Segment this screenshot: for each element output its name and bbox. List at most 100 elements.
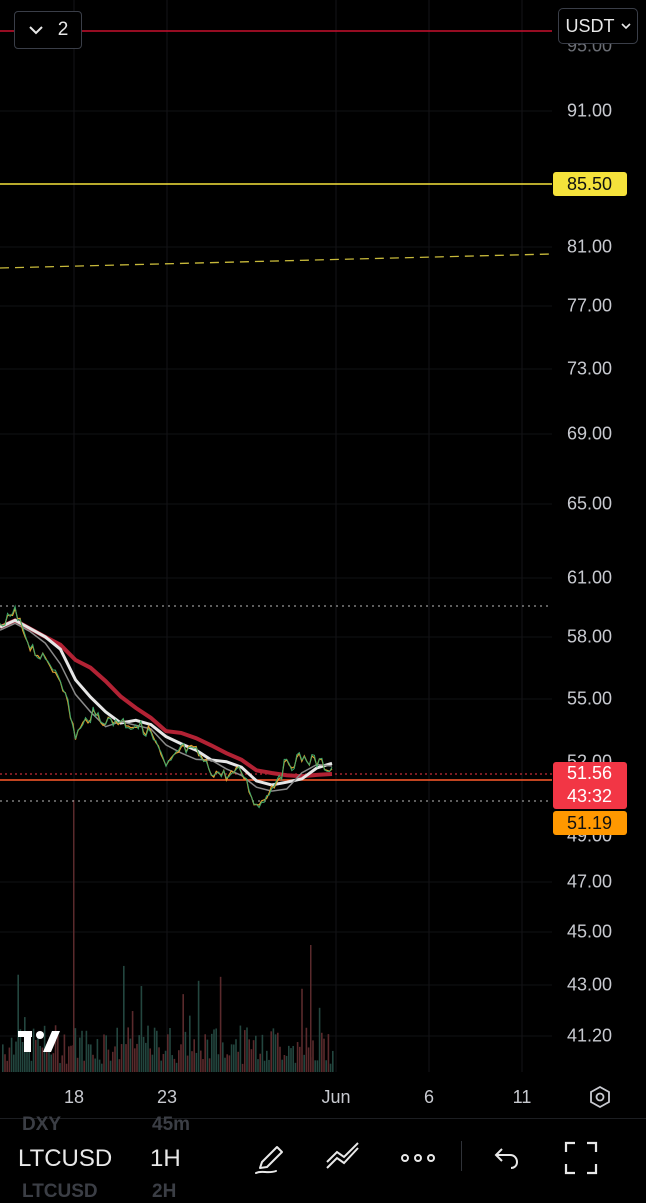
volume-bar [96,1039,99,1072]
volume-bar [193,1039,195,1072]
volume-bar [250,1049,253,1072]
fullscreen-icon[interactable] [564,1141,598,1175]
price-label: 45.00 [567,921,613,942]
time-label: 23 [156,1087,178,1107]
dashed-trend-line[interactable] [0,253,553,269]
volume-bar [244,1030,246,1072]
volume-bar [312,1040,314,1072]
draw-icon[interactable] [252,1140,288,1176]
volume-bar [151,1054,154,1072]
volume-bar [200,1050,202,1072]
volume-bar [296,1042,299,1072]
volume-bar [195,1052,198,1072]
volume-bar [120,1044,123,1072]
price-label: 73.00 [567,358,613,379]
volume-bar [116,1027,118,1072]
time-label: 18 [63,1087,85,1107]
volume-bar [54,1025,57,1072]
volume-bar [8,1047,11,1072]
volume-bar [112,1051,114,1072]
price-label: 58.00 [567,626,613,647]
volume-bar [288,1045,290,1072]
volume-bar [68,1046,70,1072]
ghost-interval-top: 45m [152,1114,191,1135]
volume-bar [17,974,19,1072]
volume-bar [156,1030,158,1072]
volume-bar [127,1027,129,1072]
volume-bar [160,1060,162,1072]
price-label: 69.00 [567,423,613,444]
volume-bar [219,976,222,1072]
volume-bar [290,1048,292,1072]
volume-bar [158,1047,160,1072]
volume-bar [63,1034,66,1072]
volume-bar [173,1058,176,1072]
volume-bar [228,1055,231,1072]
volume-bar [321,1032,323,1072]
volume-bar [186,1055,189,1072]
price-label: 61.00 [567,567,613,588]
volume-bar [136,1043,138,1072]
price-label: 91.00 [567,100,613,121]
volume-bar [263,1060,266,1072]
currency-selector[interactable]: USDT [558,8,638,44]
volume-bar [81,1030,83,1072]
volume-bar [230,1044,233,1072]
currency-label: USDT [565,15,615,36]
ma-line-red [0,618,333,779]
undo-icon[interactable] [492,1145,520,1171]
volume-bar [83,1060,85,1072]
volume-bar [285,1055,288,1072]
layout-selector-button[interactable]: 2 [14,11,82,49]
volume-bar [222,1042,224,1072]
volume-bar [48,1045,50,1072]
volume-bar [32,1028,35,1072]
settings-icon[interactable] [588,1085,612,1109]
volume-bar [26,1042,28,1072]
interval-button[interactable]: 1H [150,1145,181,1172]
symbol-button[interactable]: LTCUSD [18,1145,113,1172]
volume-bar [74,1028,77,1072]
volume-bar [57,1034,59,1072]
volume-bar [123,965,125,1072]
volume-bar [327,1034,330,1072]
volume-bar [140,986,143,1072]
more-icon[interactable] [400,1150,436,1166]
orange-price-tag[interactable]: 51.19 [553,811,627,835]
volume-bar [224,1057,226,1072]
time-label: Jun [321,1087,351,1107]
volume-bar [6,1060,8,1072]
volume-bar [261,1034,264,1072]
volume-bar [329,1063,332,1072]
price-label: 47.00 [567,871,613,892]
trendline-icon[interactable] [324,1142,362,1174]
volume-bar [316,1060,319,1072]
volume-bar [138,1035,140,1072]
volume-bar [4,1054,6,1072]
volume-bar [281,1059,283,1072]
volume-bar [15,1041,17,1072]
volume-bar [46,1044,48,1072]
volume-bar [103,1034,105,1072]
price-chart[interactable] [0,0,646,1118]
volume-bar [153,1027,156,1072]
volume-bar [239,1025,242,1072]
volume-bar [332,1050,334,1072]
volume-bar [2,1044,4,1072]
volume-bar [145,1042,147,1072]
volume-bar [178,1050,180,1072]
volume-bar [310,945,312,1072]
volume-bar [39,1045,41,1072]
price-label: 55.00 [567,688,613,709]
volume-bar [252,1040,255,1072]
volume-bar [35,1039,37,1072]
volume-bar [87,1044,90,1072]
volume-bar [301,988,303,1072]
volume-bar [19,1029,22,1072]
volume-bar [255,1035,257,1072]
volume-bar [142,1036,145,1072]
volume-bar [208,1058,211,1072]
volume-bar [134,1048,136,1072]
volume-bar [213,1029,215,1072]
alert-price-tag[interactable]: 85.50 [553,172,627,196]
